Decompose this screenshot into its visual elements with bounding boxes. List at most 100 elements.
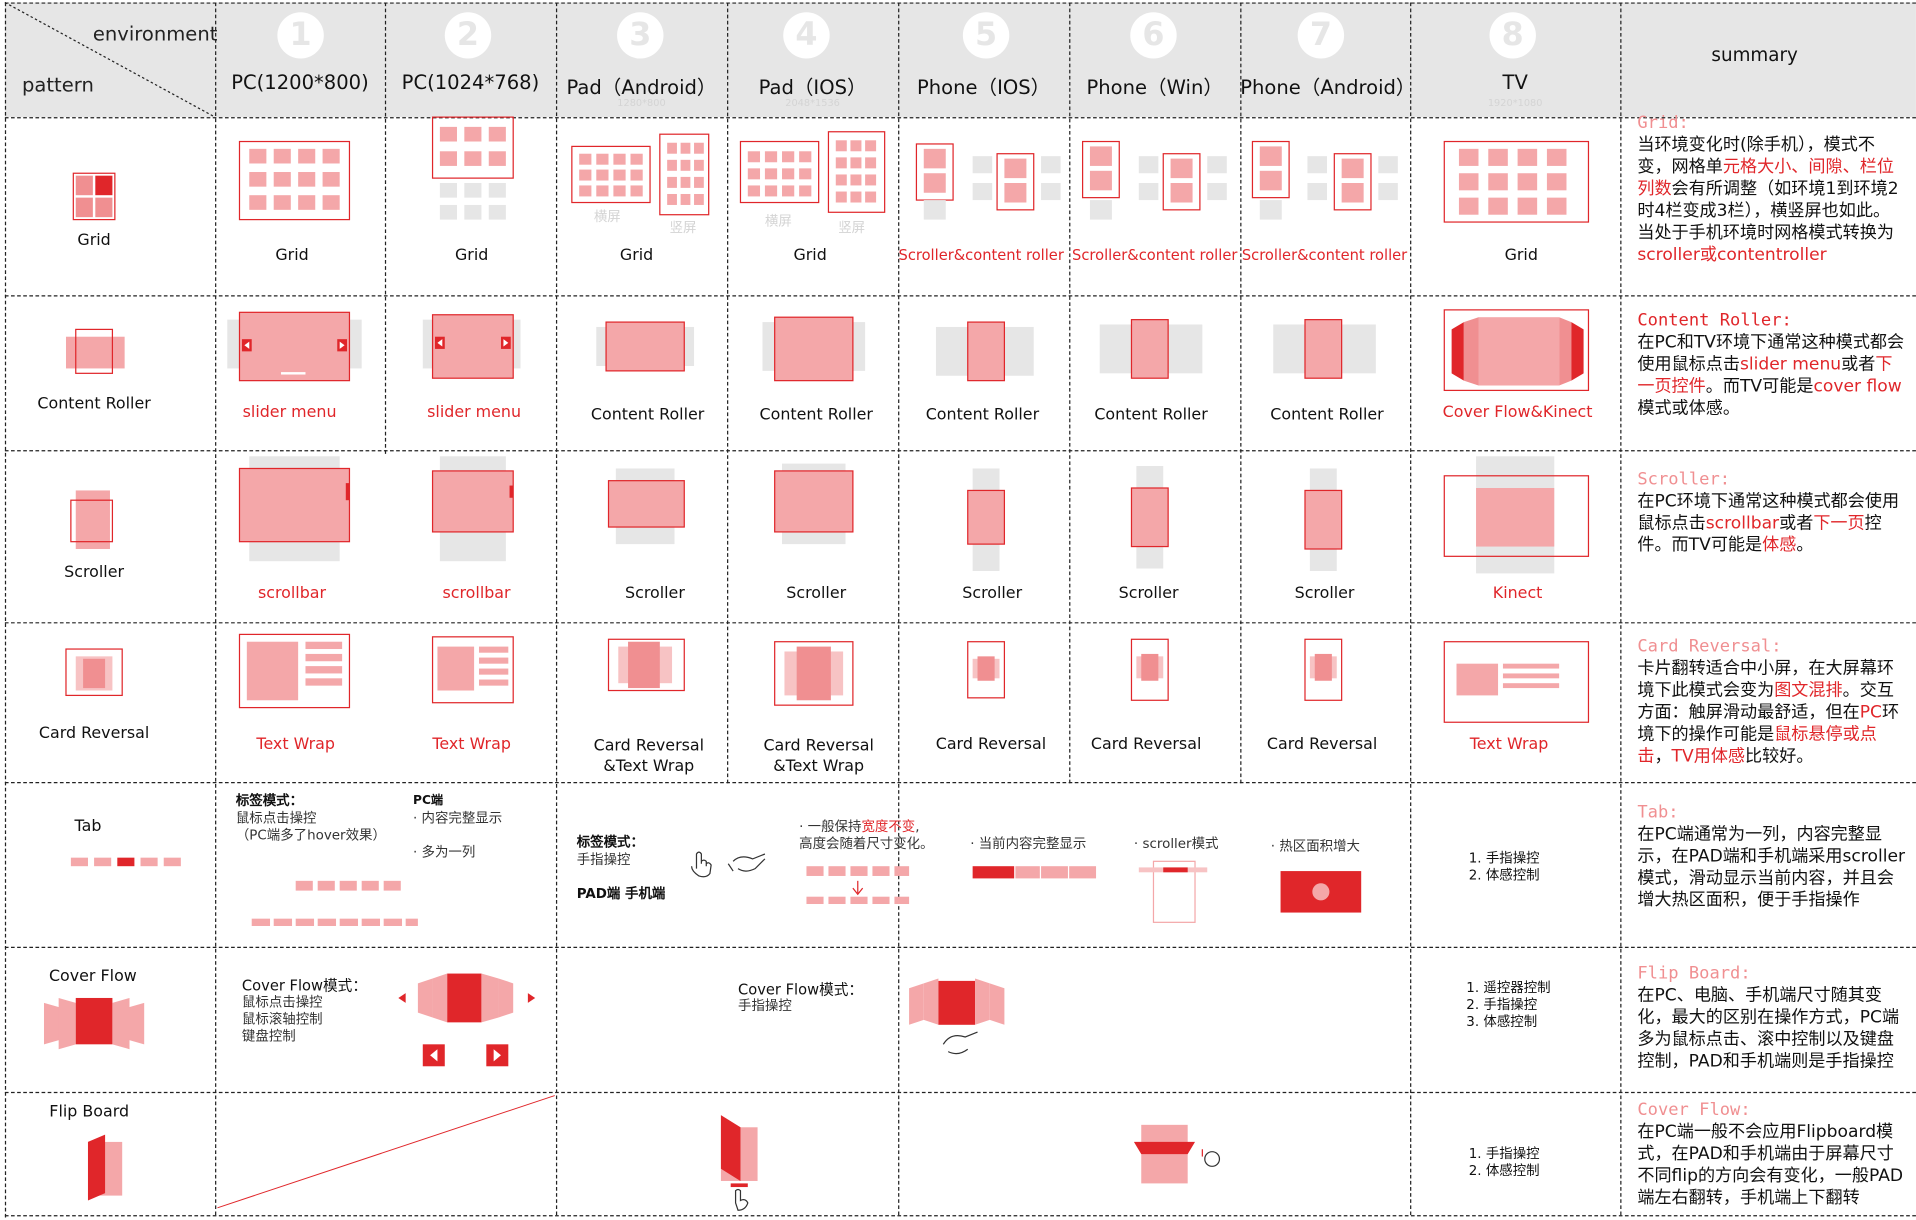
roller-phone-win-thumb xyxy=(1099,319,1203,379)
tab-pattern-icon xyxy=(70,857,181,867)
cell-label: Card Reversal xyxy=(1090,735,1202,754)
tab-pc-bars xyxy=(251,880,418,926)
column-title-pad-android: Pad（Android） xyxy=(566,75,717,99)
tab-pc-side-title: PC端 xyxy=(413,794,444,808)
scroller-phone-win-thumb xyxy=(1130,466,1169,569)
pattern-name-grid: Grid xyxy=(77,231,111,251)
tab-note-height: 高度会随着尺寸变化。 xyxy=(799,835,934,852)
cell-label: Scroller xyxy=(1118,584,1179,603)
scroller-pad-ios-thumb xyxy=(774,463,854,545)
tab-tv-l2: 2. 体感控制 xyxy=(1468,867,1540,884)
column-title-pad-ios: Pad（IOS） xyxy=(758,75,867,99)
grid-pattern-icon xyxy=(72,172,116,221)
card-pad-ios-thumb xyxy=(774,641,854,706)
tab-pc-side-l1: · 内容完整显示 xyxy=(413,810,503,826)
cell-label: Content Roller xyxy=(590,406,705,425)
flipboard-pad-thumb xyxy=(720,1115,758,1211)
column-number-5: 5 xyxy=(962,12,1010,59)
roller-pc1200-thumb xyxy=(227,311,362,382)
tab-pc-mode-l2: （PC端多了hover效果） xyxy=(235,827,386,844)
card-pc1200-thumb xyxy=(238,633,351,709)
column-number-1: 1 xyxy=(277,12,324,59)
coverflow-pc-l2: 鼠标滚轴控制 xyxy=(241,1011,323,1028)
scroller-pc1200-thumb xyxy=(238,456,351,562)
tab-note-width: · 一般保持宽度不变, xyxy=(799,818,920,835)
tab-touch-l2: PAD端 手机端 xyxy=(576,885,666,902)
column-title-pc1200: PC(1200*800) xyxy=(231,70,369,94)
grid-phone-android-thumb xyxy=(1251,140,1398,220)
tab-hot-area xyxy=(1280,871,1362,913)
cell-label: Grid xyxy=(619,246,654,265)
roller-phone-android-thumb xyxy=(1273,319,1376,379)
tab-current-content-bar xyxy=(972,866,1097,879)
cell-label: Text Wrap xyxy=(432,735,511,754)
cell-label: Grid xyxy=(454,246,489,265)
column-number-3: 3 xyxy=(617,12,664,59)
pattern-name-flip-board: Flip Board xyxy=(49,1102,130,1122)
scroller-phone-android-thumb xyxy=(1304,468,1343,571)
pattern-name-content-roller: Content Roller xyxy=(37,395,151,414)
coverflow-tv-l3: 3. 体感控制 xyxy=(1466,1013,1538,1030)
column-sub-tv: 1920*1080 xyxy=(1487,97,1543,109)
cell-label: Content Roller xyxy=(1270,406,1384,425)
roller-pc1024-thumb xyxy=(422,314,521,379)
cell-label: Scroller xyxy=(786,584,847,603)
coverflow-touch-l1: 手指操控 xyxy=(738,997,792,1014)
column-title-summary: summary xyxy=(1711,43,1798,66)
tab-pc-side-l2: · 多为一列 xyxy=(413,844,476,861)
pattern-name-card-reversal: Card Reversal xyxy=(38,724,150,743)
coverflow-tv-l1: 1. 遥控器控制 xyxy=(1466,979,1551,996)
tab-note-current: · 当前内容完整显示 xyxy=(970,835,1087,852)
grid-pc1200-thumb xyxy=(238,140,351,221)
card-reversal-pattern-icon xyxy=(65,648,123,697)
cell-label: Card Reversal xyxy=(1266,735,1378,754)
grid-pad-android-thumb xyxy=(571,133,710,216)
card-pad-android-thumb xyxy=(607,638,685,692)
tab-scroller-phone xyxy=(1138,860,1208,923)
cell-label: Scroller xyxy=(625,584,685,603)
coverflow-pc-title: Cover Flow模式： xyxy=(241,977,368,995)
card-phone-android-thumb xyxy=(1304,638,1343,701)
cell-label: Scroller xyxy=(1294,584,1355,603)
cell-label: Content Roller xyxy=(925,406,1040,425)
roller-pad-android-thumb xyxy=(596,321,695,372)
grid-pc1024-thumb xyxy=(431,116,514,220)
cell-label: Grid xyxy=(793,246,827,265)
column-title-phone-win: Phone（Win） xyxy=(1086,75,1223,99)
environment-label: environment xyxy=(92,21,218,46)
scroller-tv-thumb xyxy=(1443,456,1590,574)
cell-label: slider menu xyxy=(427,403,522,423)
summary-flip-board: Flip Board: 在PC、电脑、手机端尺寸随其变化，最大的区别在操作方式，… xyxy=(1637,963,1900,1072)
coverflow-touch-thumb xyxy=(909,978,1005,1055)
card-tv-thumb xyxy=(1443,641,1590,723)
roller-tv-thumb xyxy=(1443,309,1590,392)
cell-label: scrollbar xyxy=(442,584,511,603)
scroller-pad-android-thumb xyxy=(607,468,685,545)
cell-label: Scroller xyxy=(962,584,1023,603)
portrait-caption: 竖屏 xyxy=(838,219,866,236)
flip-board-pattern-icon xyxy=(87,1134,123,1201)
tab-touch-l1: 手指操控 xyxy=(576,851,631,868)
column-title-phone-ios: Phone（IOS） xyxy=(916,75,1051,99)
cell-label: Content Roller xyxy=(759,406,873,425)
cell-label: Scroller&content roller xyxy=(898,246,1064,264)
cell-label: Grid xyxy=(1504,246,1538,265)
summary-content-roller: Content Roller: 在PC和TV环境下通常这种模式都会使用鼠标点击s… xyxy=(1637,311,1905,419)
roller-phone-ios-thumb xyxy=(935,321,1034,382)
roller-pad-ios-thumb xyxy=(762,316,866,382)
grid-pad-ios-thumb xyxy=(739,131,886,213)
cell-label: Cover Flow&Kinect xyxy=(1442,403,1593,423)
cell-label: scrollbar xyxy=(257,584,327,603)
cell-label: slider menu xyxy=(242,403,337,423)
cell-label: Scroller&content roller xyxy=(1072,246,1238,264)
header-band xyxy=(4,2,1916,118)
portrait-caption: 竖屏 xyxy=(669,219,697,236)
cell-label: Scroller&content roller xyxy=(1241,246,1408,264)
grid-tv-thumb xyxy=(1443,140,1590,223)
cell-label: Text Wrap xyxy=(256,735,335,754)
landscape-caption: 横屏 xyxy=(593,208,621,225)
summary-scroller: Scroller: 在PC环境下通常这种模式都会使用鼠标点击scrollbar或… xyxy=(1637,469,1900,556)
